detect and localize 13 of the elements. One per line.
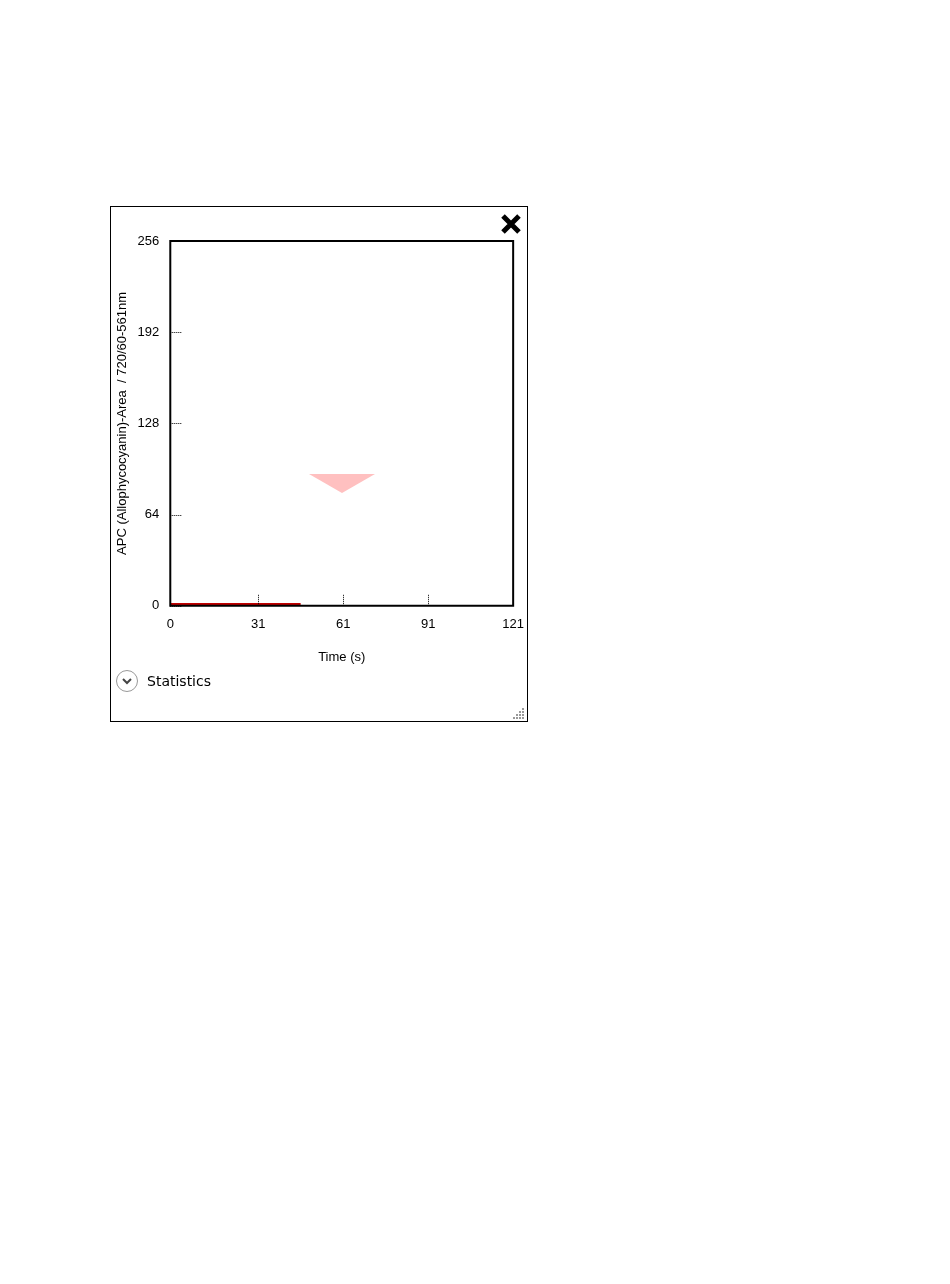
- x-axis-title: Time (s): [318, 648, 366, 664]
- y-tick-label: 256: [137, 232, 160, 248]
- x-tick-label: 61: [335, 616, 351, 632]
- x-tick-label: 91: [420, 616, 436, 632]
- y-tick-label: 64: [144, 506, 160, 522]
- y-tick-label: 0: [152, 597, 160, 613]
- x-tick-label: 31: [250, 616, 266, 632]
- x-tick-label: 0: [166, 616, 174, 632]
- y-axis-title: APC (Allophycocyanin)-Area / 720/60-561nm: [114, 291, 130, 555]
- y-tick-label: 192: [137, 323, 160, 339]
- text: Statistics: [147, 673, 211, 689]
- x-tick-label: 121: [502, 616, 525, 632]
- y-tick-label: 128: [137, 414, 160, 430]
